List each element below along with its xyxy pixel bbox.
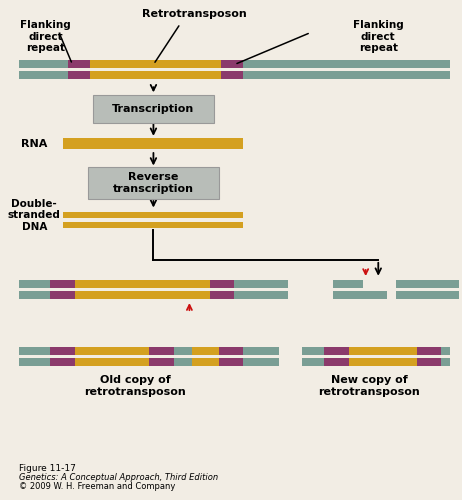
Bar [174, 358, 192, 366]
Bar [219, 346, 243, 354]
Bar [18, 72, 450, 79]
Bar [50, 280, 75, 288]
Bar [68, 60, 243, 68]
Text: Flanking
direct
repeat: Flanking direct repeat [353, 20, 404, 54]
Bar [302, 358, 450, 366]
Bar [18, 358, 280, 366]
Bar [234, 292, 264, 299]
Bar [333, 292, 387, 299]
Bar [50, 358, 75, 366]
Text: Flanking
direct
repeat: Flanking direct repeat [20, 20, 71, 54]
Text: Reverse
transcription: Reverse transcription [113, 172, 194, 194]
Bar [324, 358, 441, 366]
Bar [219, 358, 243, 366]
Text: New copy of
retrotransposon: New copy of retrotransposon [318, 375, 420, 396]
FancyBboxPatch shape [88, 167, 219, 200]
Text: Old copy of
retrotransposon: Old copy of retrotransposon [85, 375, 186, 396]
Bar [149, 346, 174, 354]
Bar [417, 346, 441, 354]
Bar [18, 346, 280, 354]
Bar [63, 138, 243, 149]
Bar [149, 358, 174, 366]
Bar [396, 292, 462, 299]
Bar [234, 280, 288, 288]
Text: © 2009 W. H. Freeman and Company: © 2009 W. H. Freeman and Company [18, 482, 175, 492]
Bar [324, 358, 349, 366]
Text: Genetics: A Conceptual Approach, Third Edition: Genetics: A Conceptual Approach, Third E… [18, 472, 218, 482]
Bar [68, 72, 91, 79]
Bar [396, 280, 462, 288]
Bar [50, 346, 75, 354]
Bar [192, 346, 219, 354]
Bar [50, 280, 234, 288]
Text: Double-
stranded
DNA: Double- stranded DNA [8, 199, 61, 232]
Bar [210, 280, 234, 288]
Bar [68, 72, 243, 79]
Text: Figure 11-17: Figure 11-17 [18, 464, 75, 472]
Bar [68, 60, 91, 68]
Bar [324, 346, 349, 354]
Bar [333, 280, 363, 288]
Bar [63, 222, 243, 228]
Bar [174, 346, 192, 354]
Bar [50, 292, 75, 299]
Bar [18, 60, 450, 68]
FancyBboxPatch shape [93, 95, 214, 123]
Bar [18, 280, 288, 288]
Bar [50, 346, 243, 354]
Bar [417, 358, 441, 366]
Bar [18, 292, 288, 299]
Bar [50, 358, 243, 366]
Text: RNA: RNA [21, 138, 48, 148]
Bar [192, 358, 219, 366]
Bar [210, 292, 234, 299]
Bar [324, 346, 441, 354]
Bar [221, 72, 243, 79]
Text: Transcription: Transcription [112, 104, 195, 114]
Bar [50, 292, 234, 299]
Bar [302, 346, 450, 354]
Text: Retrotransposon: Retrotransposon [141, 8, 246, 18]
Bar [63, 212, 243, 218]
Bar [221, 60, 243, 68]
